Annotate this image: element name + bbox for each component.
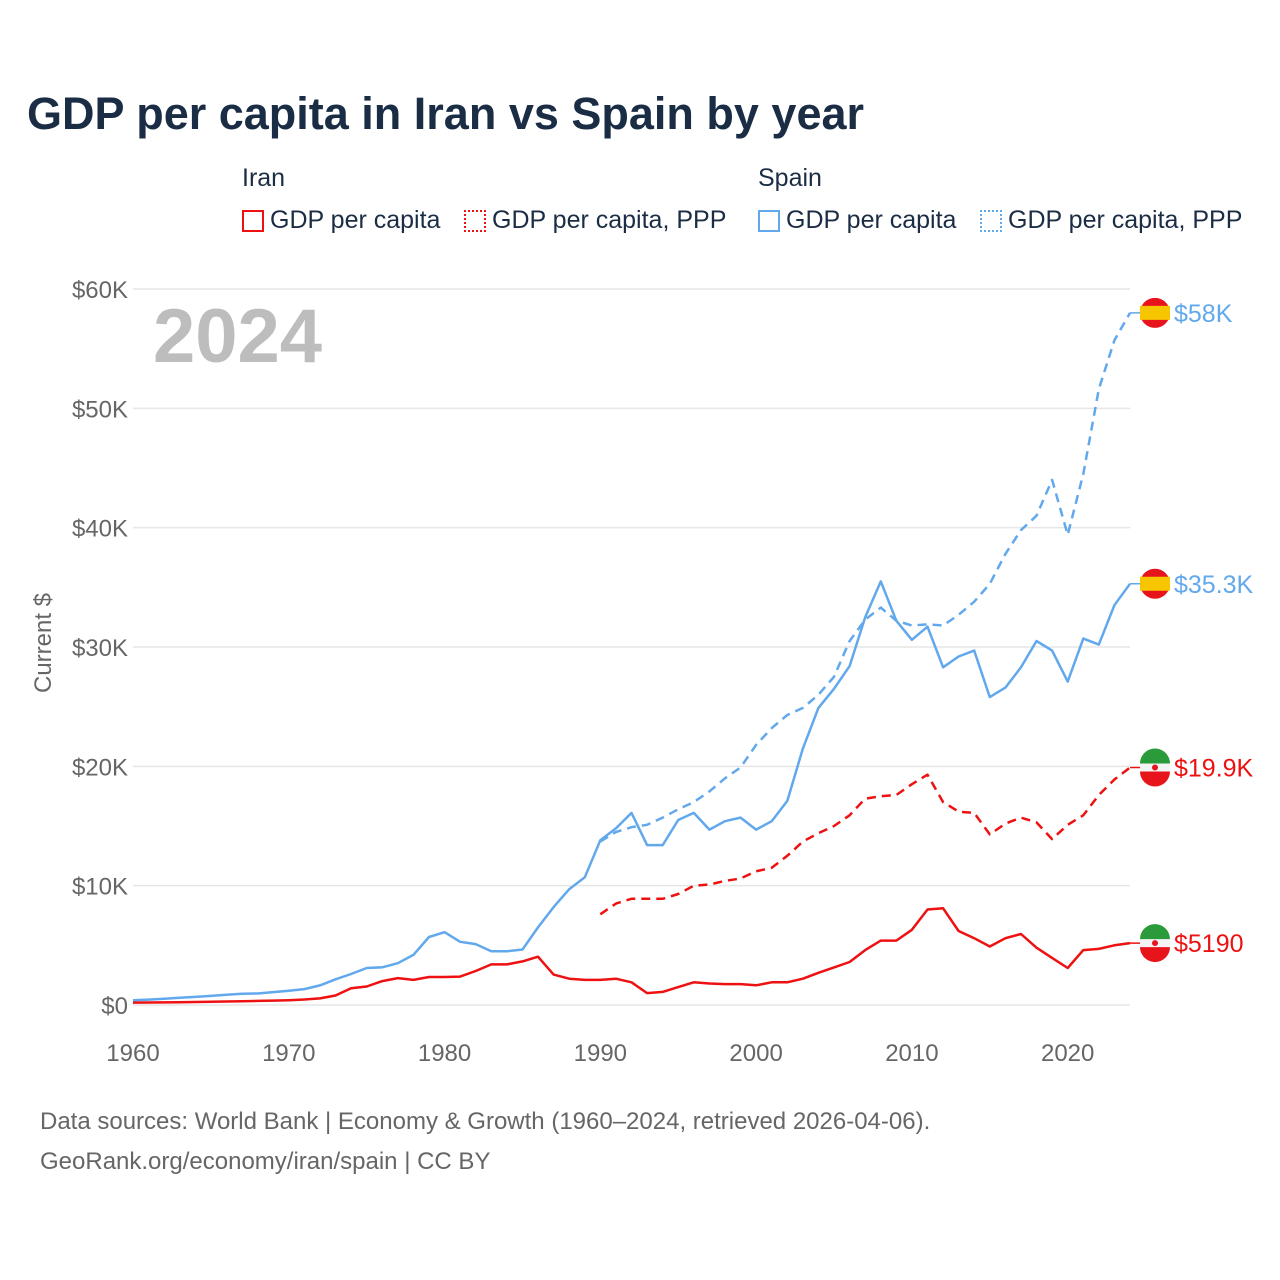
iran-flag-red <box>1140 771 1170 787</box>
x-tick-label: 2000 <box>729 1040 782 1067</box>
x-tick-label: 2020 <box>1041 1040 1094 1067</box>
end-value-label: $5190 <box>1174 930 1244 958</box>
series-line-iran-gdp-per-capita <box>132 907 1131 1004</box>
y-tick-label: $0 <box>101 993 128 1020</box>
iran-flag-green <box>1140 748 1170 764</box>
legend-label: GDP per capita, PPP <box>492 206 727 234</box>
footer-link[interactable]: GeoRank.org/economy/iran/spain | CC BY <box>40 1148 491 1175</box>
y-tick-label: $20K <box>72 754 128 781</box>
series-line-iran-gdp-per-capita-ppp <box>599 766 1131 916</box>
legend-swatch-dotted <box>464 209 486 232</box>
iran-flag-emblem <box>1152 940 1158 947</box>
y-tick-label: $50K <box>72 396 128 423</box>
spain-flag-stripe <box>1140 305 1170 320</box>
y-tick-label: $60K <box>72 277 128 304</box>
end-value-label: $35.3K <box>1174 571 1254 599</box>
x-tick-label: 1980 <box>418 1040 471 1067</box>
legend-swatch-dotted <box>980 209 1002 232</box>
legend-iran-ppp[interactable]: GDP per capita, PPP <box>464 206 726 235</box>
series-line-spain-gdp-per-capita <box>132 580 1132 1002</box>
legend-group-iran: Iran <box>242 164 286 192</box>
legend-swatch-solid <box>242 209 264 232</box>
y-tick-label: $40K <box>72 516 128 543</box>
y-tick-label: $10K <box>72 874 128 901</box>
footer-sources: Data sources: World Bank | Economy & Gro… <box>40 1108 931 1135</box>
spain-flag-stripe <box>1140 576 1170 591</box>
legend-label: GDP per capita <box>270 206 441 234</box>
iran-flag-emblem <box>1152 764 1158 771</box>
y-axis-label: Current $ <box>30 593 57 693</box>
x-tick-label: 1990 <box>574 1040 627 1067</box>
x-tick-label: 1970 <box>262 1040 315 1067</box>
x-tick-label: 1960 <box>106 1040 159 1067</box>
year-watermark: 2024 <box>153 294 322 379</box>
x-tick-label: 2010 <box>885 1040 938 1067</box>
chart-title: GDP per capita in Iran vs Spain by year <box>27 88 865 139</box>
legend-group-spain: Spain <box>758 164 822 192</box>
legend-spain-ppp[interactable]: GDP per capita, PPP <box>980 206 1242 235</box>
series-line-spain-gdp-per-capita-ppp <box>599 312 1132 843</box>
end-value-label: $58K <box>1174 300 1233 328</box>
end-value-label: $19.9K <box>1174 755 1254 783</box>
legend-label: GDP per capita <box>786 206 957 234</box>
iran-flag-green <box>1140 924 1170 940</box>
legend-iran-gdp[interactable]: GDP per capita <box>242 206 440 235</box>
legend-swatch-solid <box>758 209 780 232</box>
legend-spain-gdp[interactable]: GDP per capita <box>758 206 956 235</box>
legend-label: GDP per capita, PPP <box>1008 206 1243 234</box>
y-tick-label: $30K <box>72 635 128 662</box>
iran-flag-red <box>1140 947 1170 963</box>
